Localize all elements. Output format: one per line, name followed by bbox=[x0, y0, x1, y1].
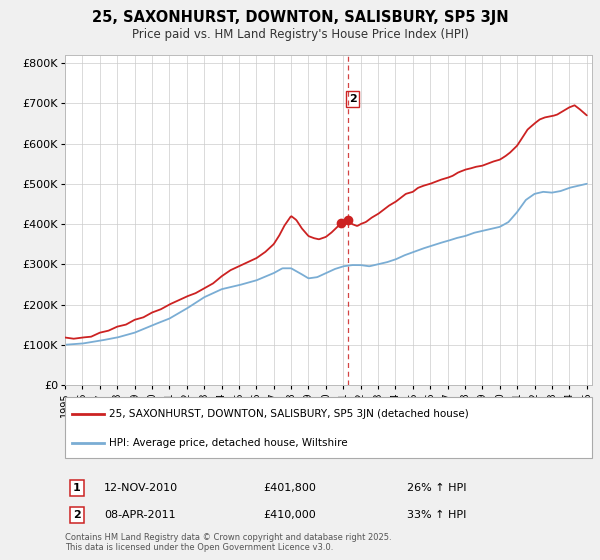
Text: Contains HM Land Registry data © Crown copyright and database right 2025.
This d: Contains HM Land Registry data © Crown c… bbox=[65, 533, 392, 552]
Text: 25, SAXONHURST, DOWNTON, SALISBURY, SP5 3JN (detached house): 25, SAXONHURST, DOWNTON, SALISBURY, SP5 … bbox=[109, 409, 469, 419]
Text: £410,000: £410,000 bbox=[263, 510, 316, 520]
Text: 25, SAXONHURST, DOWNTON, SALISBURY, SP5 3JN: 25, SAXONHURST, DOWNTON, SALISBURY, SP5 … bbox=[92, 10, 508, 25]
Text: 2: 2 bbox=[73, 510, 81, 520]
Text: 08-APR-2011: 08-APR-2011 bbox=[104, 510, 176, 520]
Text: 12-NOV-2010: 12-NOV-2010 bbox=[104, 483, 178, 493]
Text: 1: 1 bbox=[73, 483, 81, 493]
Text: HPI: Average price, detached house, Wiltshire: HPI: Average price, detached house, Wilt… bbox=[109, 438, 347, 448]
Text: 2: 2 bbox=[349, 94, 356, 104]
Text: Price paid vs. HM Land Registry's House Price Index (HPI): Price paid vs. HM Land Registry's House … bbox=[131, 28, 469, 41]
Text: £401,800: £401,800 bbox=[263, 483, 316, 493]
Text: 33% ↑ HPI: 33% ↑ HPI bbox=[407, 510, 466, 520]
Text: 26% ↑ HPI: 26% ↑ HPI bbox=[407, 483, 467, 493]
